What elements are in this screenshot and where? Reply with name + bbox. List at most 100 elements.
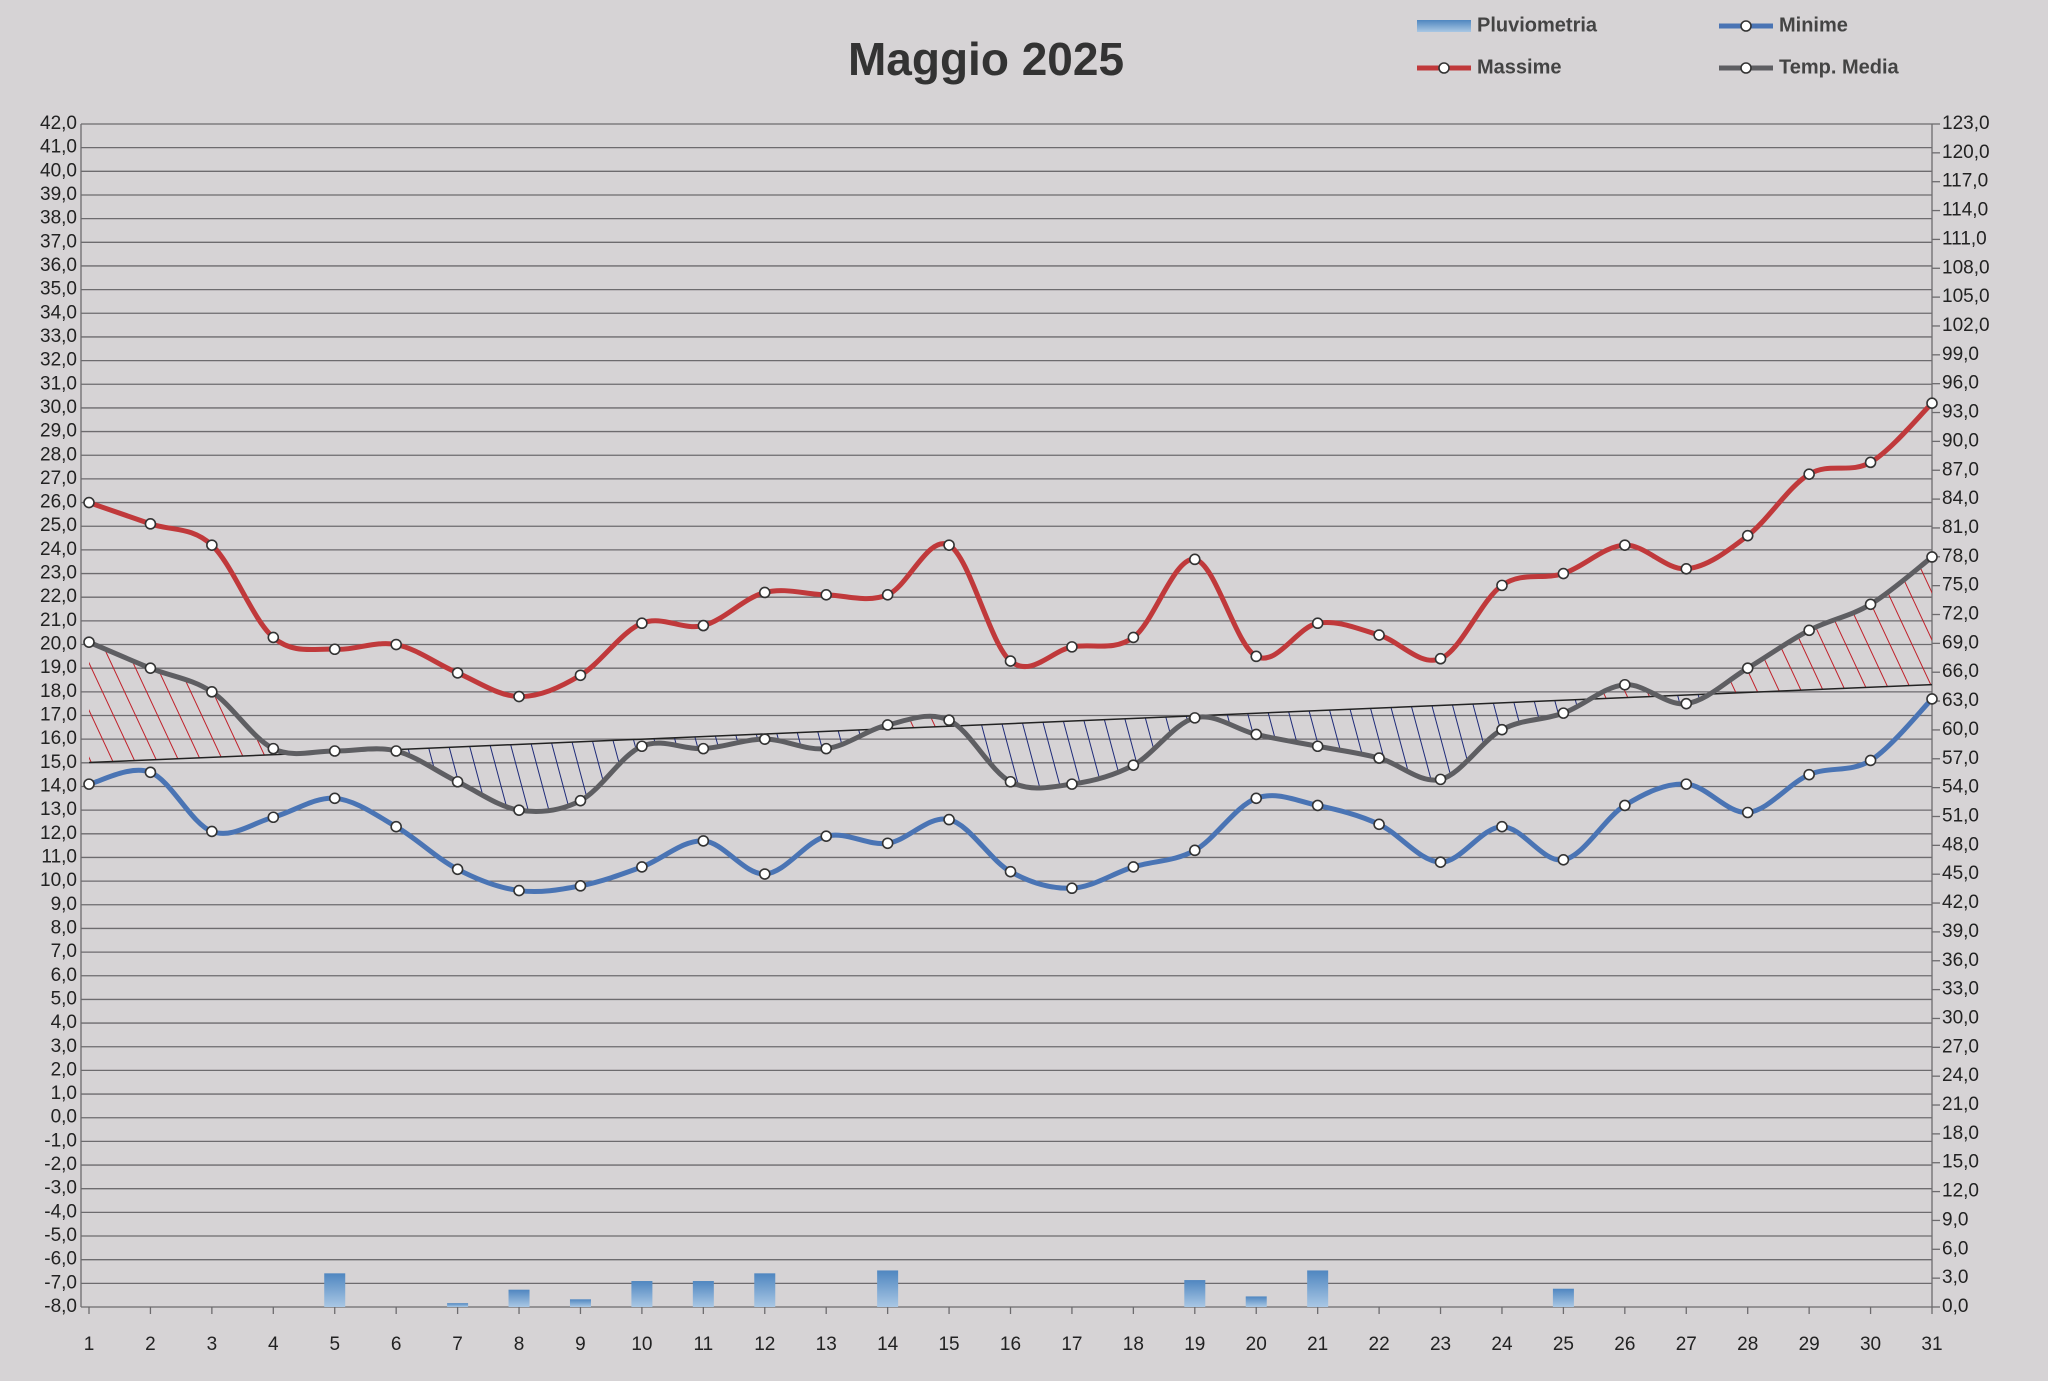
y2-tick-label: 12,0 [1942, 1181, 1979, 1202]
y-tick-label: -4,0 [44, 1201, 77, 1222]
line-marker [574, 794, 587, 807]
line-marker [1311, 617, 1324, 630]
y-tick-label: 11,0 [41, 846, 77, 867]
y2-tick-label: 42,0 [1942, 892, 1979, 913]
x-tick-label: 30 [1860, 1334, 1881, 1355]
y2-tick-label: 99,0 [1942, 344, 1979, 365]
line-marker [328, 745, 341, 757]
x-tick-label: 6 [391, 1334, 402, 1355]
bar [569, 1299, 591, 1307]
y2-tick-label: 51,0 [1942, 806, 1979, 827]
line-marker [1127, 861, 1140, 873]
hatch-area [89, 684, 1932, 812]
line-marker [451, 863, 464, 876]
y2-tick-label: 108,0 [1942, 257, 1990, 278]
line-marker [1373, 629, 1385, 641]
line-marker [206, 825, 218, 838]
y-tick-label: 18,0 [40, 681, 77, 702]
line-marker [1189, 712, 1201, 724]
x-tick-label: 18 [1123, 1334, 1144, 1355]
y2-tick-label: 39,0 [1942, 921, 1979, 942]
y-tick-label: 35,0 [40, 279, 77, 300]
y2-tick-label: 48,0 [1942, 834, 1979, 855]
x-tick-label: 10 [631, 1334, 652, 1355]
y-tick-label: -5,0 [44, 1225, 77, 1246]
y-tick-label: 25,0 [40, 515, 77, 536]
line-marker [881, 837, 894, 850]
y-tick-label: 32,0 [40, 350, 77, 371]
line-marker [83, 778, 95, 790]
line-marker [83, 636, 95, 648]
y-tick-label: 26,0 [40, 492, 77, 513]
line-marker [697, 619, 710, 632]
line-marker [1803, 624, 1815, 637]
line-marker [1803, 468, 1815, 480]
line-marker [144, 766, 157, 779]
y2-tick-label: 0,0 [1942, 1296, 1968, 1317]
line-marker [574, 880, 587, 892]
legend-label: Pluviometria [1477, 14, 1598, 36]
x-tick-label: 16 [1000, 1334, 1021, 1355]
y2-tick-label: 54,0 [1942, 777, 1979, 798]
y-tick-label: 31,0 [40, 373, 77, 394]
line-marker [451, 775, 464, 788]
y-tick-label: 41,0 [40, 137, 77, 158]
legend-label: Temp. Media [1779, 56, 1900, 78]
legend-marker [1438, 62, 1450, 74]
y2-tick-label: 21,0 [1942, 1094, 1979, 1115]
line-marker [1864, 754, 1877, 767]
y2-tick-label: 117,0 [1942, 171, 1988, 192]
bar [631, 1281, 653, 1307]
line-marker [206, 686, 218, 698]
line-marker [513, 884, 525, 897]
y-tick-label: 7,0 [51, 941, 77, 962]
y2-tick-label: 60,0 [1942, 719, 1979, 740]
y-tick-label: 33,0 [40, 326, 77, 347]
line-marker [1066, 778, 1078, 790]
y2-tick-label: 84,0 [1942, 488, 1979, 509]
line-marker [144, 518, 157, 530]
line-marker [390, 820, 402, 833]
line-marker [1189, 844, 1201, 857]
y-tick-label: 2,0 [51, 1059, 77, 1080]
x-tick-label: 11 [693, 1334, 713, 1355]
y-tick-label: 19,0 [40, 657, 77, 678]
line-marker [820, 589, 833, 601]
bar [324, 1273, 346, 1307]
y-tick-label: -3,0 [44, 1178, 77, 1199]
y-tick-label: 9,0 [51, 894, 77, 915]
line-marker [328, 643, 341, 656]
line-marker [1004, 655, 1017, 667]
line-marker [943, 813, 955, 826]
legend: Pluviometria Minime Massime Temp. Media [1417, 14, 1900, 78]
line-marker [1741, 806, 1754, 819]
x-tick-label: 21 [1307, 1334, 1328, 1355]
y2-tick-label: 123,0 [1942, 113, 1990, 134]
x-tick-label: 3 [207, 1334, 218, 1355]
y-tick-label: -6,0 [44, 1249, 77, 1270]
x-tick-label: 8 [514, 1334, 525, 1355]
x-tick-label: 23 [1430, 1334, 1451, 1355]
y-tick-label: 30,0 [40, 397, 77, 418]
line-marker [1557, 567, 1570, 580]
line-marker [267, 631, 280, 644]
y-tick-label: 42,0 [40, 113, 77, 134]
y-tick-label: 29,0 [40, 421, 77, 442]
bar [1184, 1280, 1206, 1307]
y-tick-label: 39,0 [40, 184, 77, 205]
x-tick-label: 15 [938, 1334, 959, 1355]
x-tick-label: 28 [1737, 1334, 1758, 1355]
y2-tick-label: 18,0 [1942, 1123, 1979, 1144]
line-marker [1434, 856, 1447, 868]
line-marker [1250, 728, 1263, 741]
x-tick-label: 9 [575, 1334, 586, 1355]
line-marker [1127, 759, 1140, 771]
y-tick-label: 10,0 [40, 870, 77, 891]
line-marker [206, 539, 218, 551]
bar [692, 1281, 714, 1307]
x-tick-label: 17 [1061, 1334, 1082, 1355]
line-marker [1189, 553, 1201, 566]
line-marker [1619, 678, 1631, 691]
y-tick-label: 21,0 [40, 610, 77, 631]
